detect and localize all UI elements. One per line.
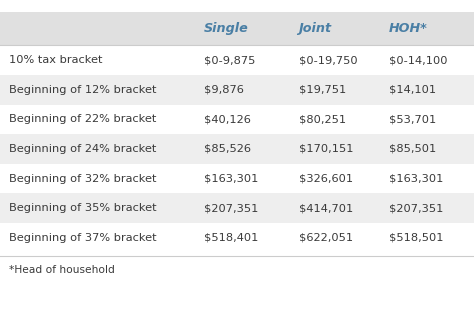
FancyBboxPatch shape	[0, 45, 474, 75]
FancyBboxPatch shape	[0, 105, 474, 134]
Text: $0-14,100: $0-14,100	[389, 55, 447, 65]
Text: $622,051: $622,051	[299, 233, 353, 243]
FancyBboxPatch shape	[0, 223, 474, 253]
Text: $85,501: $85,501	[389, 144, 436, 154]
FancyBboxPatch shape	[0, 134, 474, 164]
Text: $85,526: $85,526	[204, 144, 251, 154]
FancyBboxPatch shape	[0, 193, 474, 223]
Text: $40,126: $40,126	[204, 114, 251, 124]
Text: Beginning of 37% bracket: Beginning of 37% bracket	[9, 233, 157, 243]
Text: 10% tax bracket: 10% tax bracket	[9, 55, 103, 65]
Text: $9,876: $9,876	[204, 85, 244, 95]
Text: $163,301: $163,301	[204, 173, 258, 184]
Text: $0-19,750: $0-19,750	[299, 55, 357, 65]
Text: $170,151: $170,151	[299, 144, 353, 154]
Text: HOH*: HOH*	[389, 22, 428, 35]
Text: $207,351: $207,351	[204, 203, 258, 213]
Text: $53,701: $53,701	[389, 114, 436, 124]
Text: $163,301: $163,301	[389, 173, 443, 184]
Text: $326,601: $326,601	[299, 173, 353, 184]
Text: $80,251: $80,251	[299, 114, 346, 124]
Text: $518,501: $518,501	[389, 233, 443, 243]
Text: $207,351: $207,351	[389, 203, 443, 213]
FancyBboxPatch shape	[0, 12, 474, 45]
Text: Joint: Joint	[299, 22, 332, 35]
Text: $19,751: $19,751	[299, 85, 346, 95]
Text: Beginning of 24% bracket: Beginning of 24% bracket	[9, 144, 157, 154]
Text: $414,701: $414,701	[299, 203, 353, 213]
Text: $518,401: $518,401	[204, 233, 258, 243]
Text: Beginning of 22% bracket: Beginning of 22% bracket	[9, 114, 157, 124]
Text: Beginning of 32% bracket: Beginning of 32% bracket	[9, 173, 157, 184]
Text: Beginning of 35% bracket: Beginning of 35% bracket	[9, 203, 157, 213]
FancyBboxPatch shape	[0, 164, 474, 193]
Text: Beginning of 12% bracket: Beginning of 12% bracket	[9, 85, 157, 95]
Text: Single: Single	[204, 22, 248, 35]
FancyBboxPatch shape	[0, 75, 474, 105]
Text: $14,101: $14,101	[389, 85, 436, 95]
Text: $0-9,875: $0-9,875	[204, 55, 255, 65]
Text: *Head of household: *Head of household	[9, 265, 115, 275]
